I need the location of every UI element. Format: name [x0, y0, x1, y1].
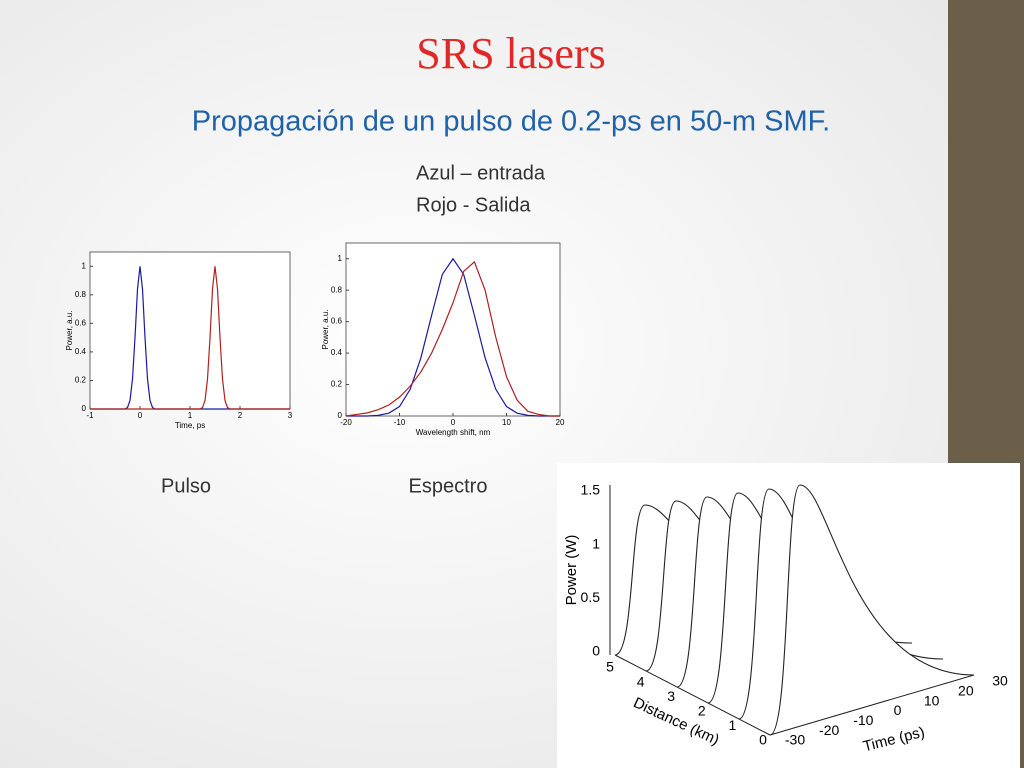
distance-tick-label: 4 — [637, 673, 645, 689]
axis-label: Power (W) — [563, 535, 580, 606]
y-tick-label: 0.4 — [75, 347, 87, 356]
y-axis-label: Power, a.u. — [321, 309, 330, 349]
y-tick-label: 0.6 — [331, 317, 343, 326]
distance-tick-label: 3 — [667, 688, 675, 704]
y-tick-label: 0.4 — [331, 348, 343, 357]
series-line — [90, 266, 290, 410]
waterfall-traces — [614, 484, 975, 736]
time-axis — [769, 674, 975, 736]
distance-axis — [614, 654, 771, 736]
distance-tick-label: 1 — [729, 717, 737, 733]
legend-line: Azul – entrada — [416, 162, 546, 184]
time-tick-label: 10 — [924, 692, 940, 708]
caption: Espectro — [409, 475, 488, 497]
y-tick-label: 0.2 — [331, 380, 343, 389]
y-tick-label: 0.8 — [75, 290, 87, 299]
time-tick-label: 0 — [894, 702, 902, 718]
distance-tick-label: 5 — [606, 659, 614, 675]
x-tick-label: -10 — [394, 418, 406, 427]
y-tick-label: 0.2 — [75, 376, 87, 385]
distance-tick-label: 0 — [759, 732, 767, 748]
x-tick-label: 10 — [502, 418, 511, 427]
plot-area — [345, 242, 561, 417]
y-tick-label: 1 — [338, 254, 343, 263]
y-tick-label: 0 — [82, 404, 87, 413]
plot-area — [89, 251, 291, 410]
y-tick-label: 0 — [338, 411, 343, 420]
y-tick-label: 1 — [82, 261, 87, 270]
time-tick-label: 20 — [958, 683, 974, 699]
x-axis-label: Time, ps — [175, 421, 205, 430]
legend-line: Rojo - Salida — [416, 194, 531, 216]
x-tick-label: 0 — [138, 411, 143, 420]
x-tick-label: 3 — [288, 411, 293, 420]
subtitle: Propagación de un pulso de 0.2-ps en 50-… — [192, 106, 830, 138]
time-tick-label: -20 — [819, 722, 839, 738]
caption: Pulso — [161, 475, 211, 497]
power-tick-label: 1.5 — [581, 482, 601, 498]
x-tick-label: 1 — [188, 411, 193, 420]
power-tick-label: 1 — [592, 535, 600, 551]
title: SRS lasers — [416, 29, 605, 78]
x-axis-label: Wavelength shift, nm — [416, 428, 491, 437]
x-tick-label: -20 — [340, 418, 352, 427]
time-tick-label: -10 — [853, 712, 873, 728]
distance-tick-label: 2 — [698, 703, 706, 719]
trace — [769, 484, 975, 736]
x-tick-label: 20 — [556, 418, 565, 427]
x-tick-label: 0 — [451, 418, 456, 427]
y-tick-label: 0.6 — [75, 318, 87, 327]
time-tick-label: 30 — [992, 673, 1008, 689]
power-tick-label: 0 — [592, 643, 600, 659]
waterfall-figure: Power (W) Distance (km) Time (ps) 00.511… — [557, 463, 1020, 768]
y-axis-label: Power, a.u. — [65, 310, 74, 350]
y-tick-label: 0.8 — [331, 285, 343, 294]
x-tick-label: 2 — [238, 411, 243, 420]
series-line — [346, 257, 560, 417]
x-tick-label: -1 — [86, 411, 94, 420]
series-line — [345, 260, 560, 417]
power-tick-label: 0.5 — [581, 589, 601, 605]
time-tick-label: -30 — [785, 732, 805, 748]
